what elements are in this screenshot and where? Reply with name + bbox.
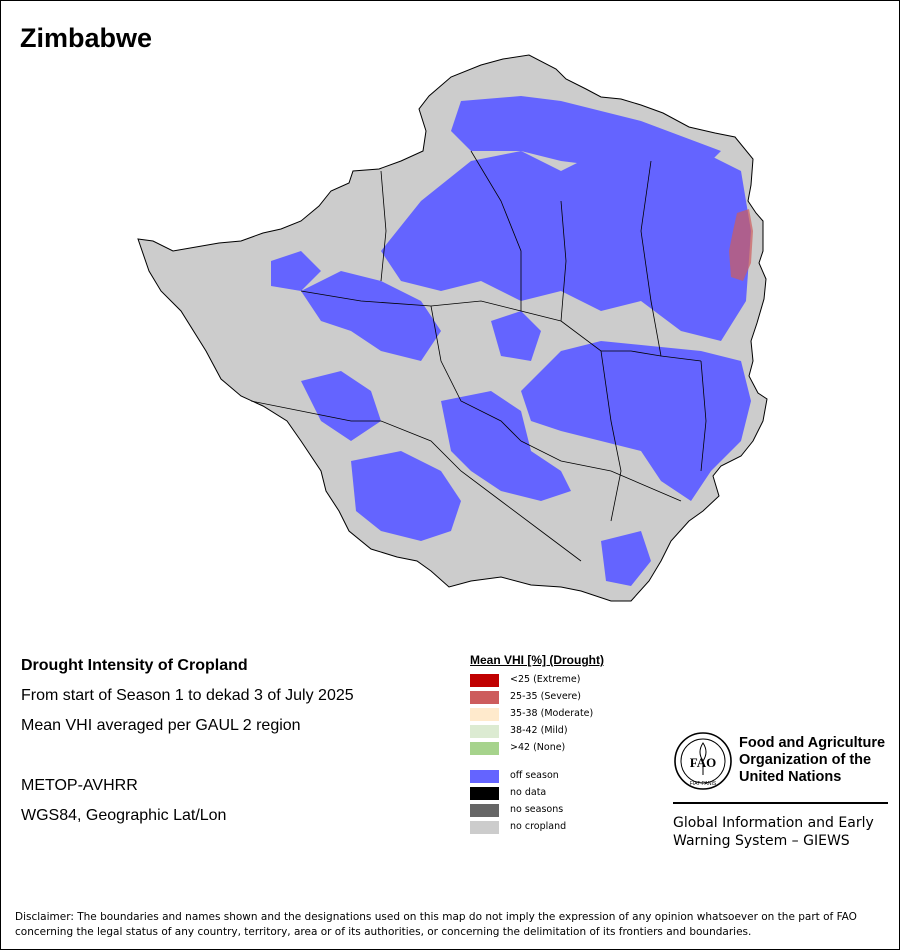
divider — [673, 802, 888, 804]
disclaimer: Disclaimer: The boundaries and names sho… — [15, 911, 857, 938]
severe-drought-area — [729, 209, 753, 281]
legend: Mean VHI [%] (Drought) <25 (Extreme) 25-… — [470, 653, 604, 836]
fao-logo-letters: FAO — [690, 755, 716, 770]
legend-swatch — [470, 821, 499, 834]
legend-swatch — [470, 674, 499, 687]
giews-name: Global Information and Early Warning Sys… — [673, 815, 874, 849]
off-season-cropland — [271, 96, 751, 586]
legend-item-mild: 38-42 (Mild) — [470, 723, 604, 740]
info-heading: Drought Intensity of Cropland — [21, 657, 248, 674]
legend-item-no-data: no data — [470, 785, 604, 802]
legend-label: no data — [510, 787, 547, 798]
fao-logo: FAO FIAT PANIS — [674, 732, 732, 790]
legend-label: off season — [510, 770, 559, 781]
legend-swatch — [470, 708, 499, 721]
legend-label: >42 (None) — [510, 742, 566, 753]
legend-label: 25-35 (Severe) — [510, 691, 581, 702]
map-title: Zimbabwe — [20, 23, 153, 53]
legend-swatch — [470, 725, 499, 738]
legend-label: no cropland — [510, 821, 567, 832]
legend-swatch — [470, 691, 499, 704]
legend-item-off-season: off season — [470, 768, 604, 785]
legend-swatch — [470, 804, 499, 817]
map-info: Drought Intensity of Cropland From start… — [21, 657, 354, 837]
legend-item-extreme: <25 (Extreme) — [470, 672, 604, 689]
legend-item-severe: 25-35 (Severe) — [470, 689, 604, 706]
legend-item-no-cropland: no cropland — [470, 819, 604, 836]
legend-label: 38-42 (Mild) — [510, 725, 568, 736]
info-sensor: METOP-AVHRR — [21, 777, 138, 794]
admin-boundaries — [250, 150, 707, 562]
legend-title: Mean VHI [%] (Drought) — [470, 653, 604, 667]
map-canvas — [137, 54, 768, 602]
legend-swatch — [470, 770, 499, 783]
legend-swatch — [470, 787, 499, 800]
info-period: From start of Season 1 to dekad 3 of Jul… — [21, 687, 354, 704]
country-border — [137, 54, 768, 602]
legend-swatch — [470, 742, 499, 755]
legend-label: <25 (Extreme) — [510, 674, 581, 685]
info-method: Mean VHI averaged per GAUL 2 region — [21, 717, 301, 734]
legend-item-no-seasons: no seasons — [470, 802, 604, 819]
legend-item-moderate: 35-38 (Moderate) — [470, 706, 604, 723]
legend-item-none: >42 (None) — [470, 740, 604, 757]
legend-label: no seasons — [510, 804, 564, 815]
fao-organization-name: Food and Agriculture Organization of the… — [739, 735, 886, 785]
fao-logo-motto: FIAT PANIS — [690, 781, 717, 787]
info-projection: WGS84, Geographic Lat/Lon — [21, 807, 227, 824]
legend-label: 35-38 (Moderate) — [510, 708, 594, 719]
